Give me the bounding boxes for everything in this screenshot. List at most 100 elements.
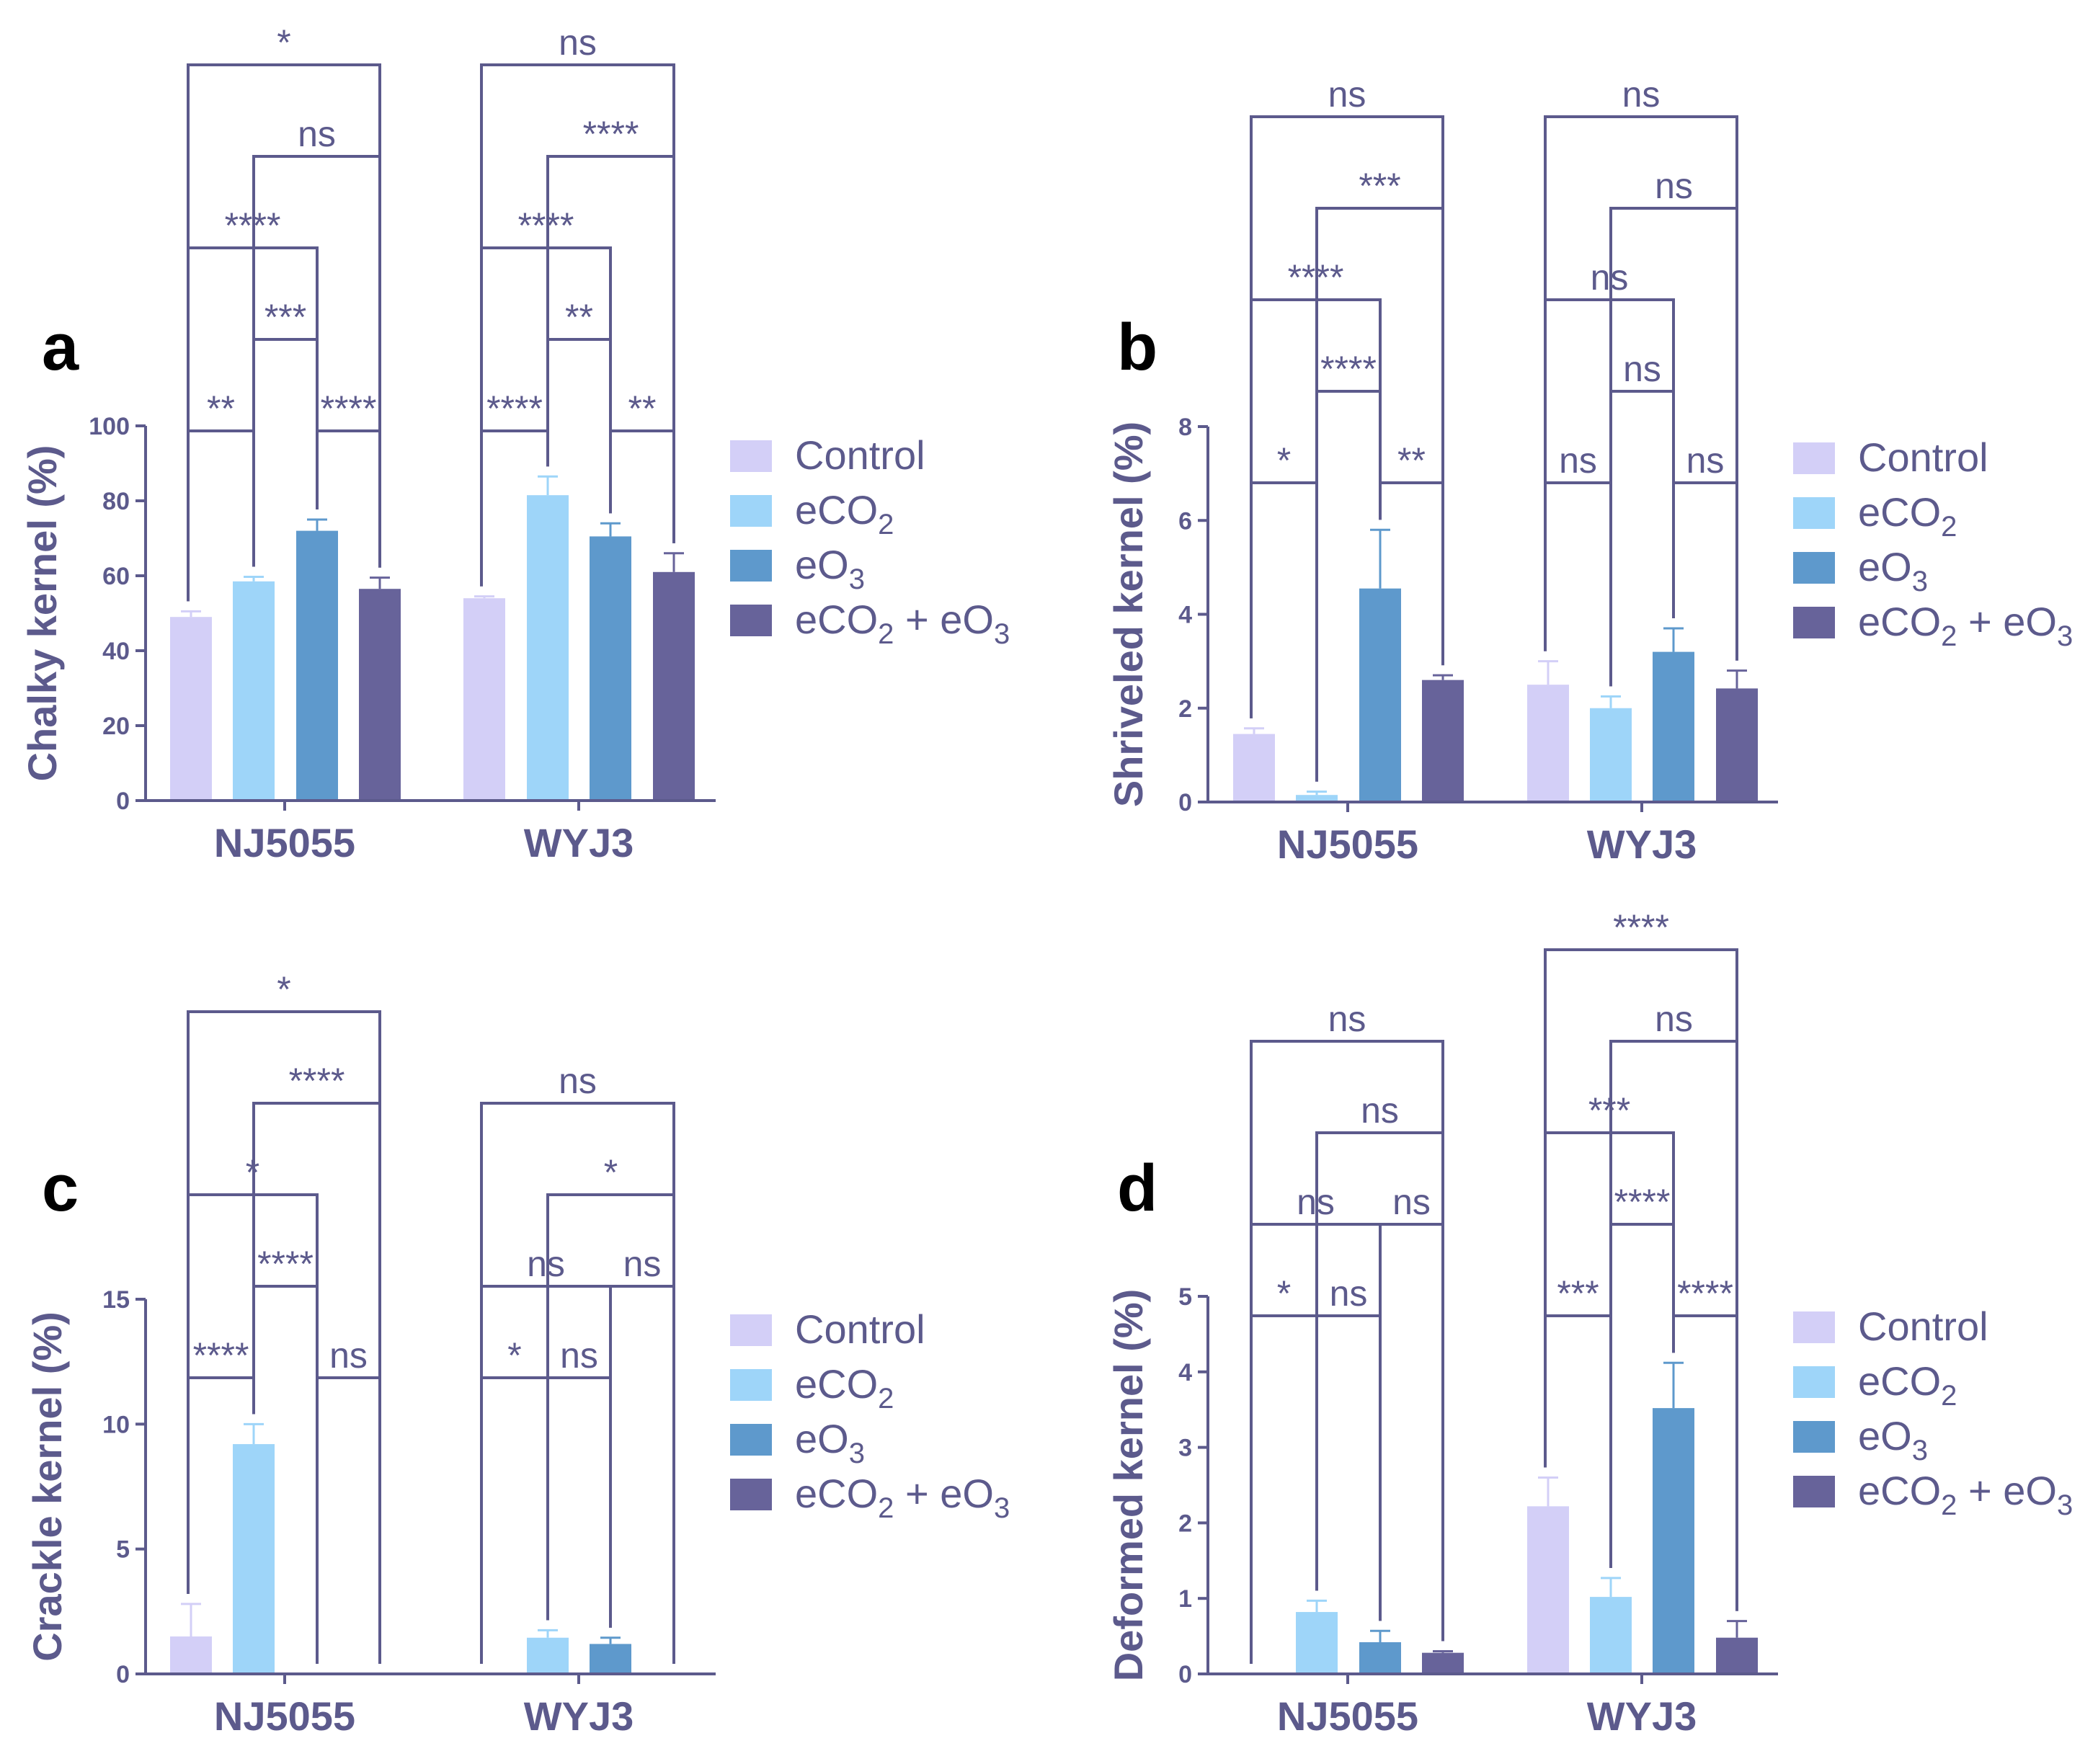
legend-swatch-3: [730, 605, 772, 636]
significance-label: ns: [1623, 349, 1661, 389]
bar-WYJ3-Control: [1527, 1506, 1569, 1674]
legend-swatch-2: [1793, 1421, 1835, 1453]
legend-swatch-1: [1793, 497, 1835, 529]
panel-label-d: d: [1117, 1152, 1157, 1225]
x-category-label-WYJ3: WYJ3: [524, 1693, 634, 1739]
bracket: [1250, 1314, 1318, 1664]
y-tick-label: 0: [116, 788, 130, 815]
y-tick-label: 0: [1178, 1661, 1192, 1688]
panel-a: a Chalky kernel (%) 0 20 40 60 80 100 NJ5055 WYJ3…: [19, 22, 1010, 865]
significance-label: ****: [193, 1335, 249, 1376]
legend-swatch-3: [730, 1479, 772, 1510]
significance-label: ****: [257, 1244, 314, 1284]
legend-label-1: eCO2: [1858, 489, 1957, 543]
legend-label-2: eO3: [1858, 544, 1928, 597]
legend-label-2: eO3: [1858, 1413, 1928, 1466]
legend-label-1: eCO2: [795, 487, 894, 540]
y-tick-label: 6: [1178, 507, 1192, 535]
legend-swatch-3: [1793, 607, 1835, 638]
bracket: [187, 1010, 381, 1664]
bar-WYJ3-eCO2 + eO3: [653, 571, 695, 801]
bar-NJ5055-Control: [1233, 734, 1275, 802]
legend-label-1: eCO2: [795, 1361, 894, 1415]
bracket: [1672, 481, 1738, 661]
legend-swatch-1: [730, 1369, 772, 1401]
y-axis-label: Shriveled kernel (%): [1106, 422, 1151, 807]
significance-label: *: [277, 969, 290, 1010]
significance-label: ns: [329, 1335, 368, 1376]
bracket: [1379, 1223, 1444, 1642]
x-category-label-WYJ3: WYJ3: [1587, 821, 1697, 867]
bars: [1296, 1361, 1758, 1674]
significance-label: ns: [1686, 440, 1725, 481]
significance-label: ****: [321, 388, 377, 429]
panel-d: d Deformed kernel (%) 0 1 2 3 4 5 NJ5055 WYJ3 * ns n…: [1106, 907, 2073, 1739]
bracket: [546, 338, 612, 514]
y-tick-label: 5: [116, 1536, 130, 1564]
legend-swatch-1: [730, 495, 772, 527]
bar-NJ5055-eCO2 + eO3: [359, 589, 401, 801]
y-axis-label: Deformed kernel (%): [1106, 1289, 1151, 1682]
significance-label: ns: [1622, 74, 1661, 115]
y-tick-label: 0: [116, 1661, 130, 1688]
significance-label: ***: [1359, 166, 1400, 206]
significance-label: ns: [1328, 999, 1366, 1039]
significance-label: ***: [1557, 1273, 1599, 1314]
x-category-label-NJ5055: NJ5055: [1277, 821, 1418, 867]
y-tick-label: 1: [1178, 1585, 1192, 1613]
bracket: [1544, 115, 1738, 661]
y-tick-label: 5: [1178, 1283, 1192, 1311]
significance-label: ns: [559, 1061, 597, 1101]
significance-label: *: [507, 1335, 521, 1376]
significance-label: *: [277, 22, 290, 63]
significance-label: ns: [623, 1244, 662, 1284]
bar-NJ5055-eCO2 + eO3: [1422, 1652, 1464, 1674]
significance-label: ****: [1677, 1273, 1733, 1314]
significance-label: ***: [265, 297, 306, 337]
bar-WYJ3-eCO2: [527, 1637, 569, 1674]
legend-swatch-0: [1793, 1311, 1835, 1343]
panel-c: c Crackle kernel (%) 0 5 10 15 NJ5055 WYJ3 **** n…: [25, 969, 1010, 1739]
x-category-label-NJ5055: NJ5055: [1277, 1693, 1418, 1739]
bar-NJ5055-eO3: [1359, 1642, 1401, 1674]
significance-label: ****: [518, 205, 574, 246]
y-tick-label: 100: [89, 413, 130, 440]
significance-label: ****: [1613, 907, 1669, 948]
legend-label-3: eCO2 + eO3: [795, 597, 1010, 650]
legend-label-0: Control: [1858, 1304, 1988, 1349]
bar-NJ5055-eCO2: [1296, 795, 1338, 802]
bracket: [1315, 1314, 1382, 1621]
bar-NJ5055-eCO2: [1296, 1612, 1338, 1674]
significance-label: ns: [1361, 1090, 1399, 1131]
significance-label: *: [1277, 1273, 1291, 1314]
bar-WYJ3-eO3: [1653, 1408, 1694, 1674]
legend-swatch-0: [1793, 442, 1835, 474]
bracket: [1250, 1040, 1444, 1664]
significance-label: ****: [1320, 349, 1377, 389]
significance-label: *: [1277, 440, 1291, 481]
significance-label: ns: [527, 1244, 565, 1284]
legend-label-3: eCO2 + eO3: [1858, 599, 2073, 652]
bars: [1233, 528, 1758, 802]
legend-swatch-2: [730, 1424, 772, 1456]
bar-NJ5055-eCO2: [233, 1444, 275, 1674]
significance-label: ns: [1559, 440, 1597, 481]
bracket: [546, 1376, 612, 1628]
x-category-label-WYJ3: WYJ3: [1587, 1693, 1697, 1739]
bracket: [609, 429, 675, 543]
y-tick-label: 60: [102, 563, 130, 590]
y-tick-label: 3: [1178, 1435, 1192, 1462]
bracket: [187, 429, 255, 602]
y-tick-label: 4: [1178, 602, 1192, 629]
bar-WYJ3-eCO2: [1590, 708, 1632, 802]
bar-WYJ3-eO3: [1653, 651, 1694, 802]
significance-label: ns: [559, 22, 597, 63]
bracket: [187, 63, 381, 602]
bars: [170, 1422, 631, 1674]
